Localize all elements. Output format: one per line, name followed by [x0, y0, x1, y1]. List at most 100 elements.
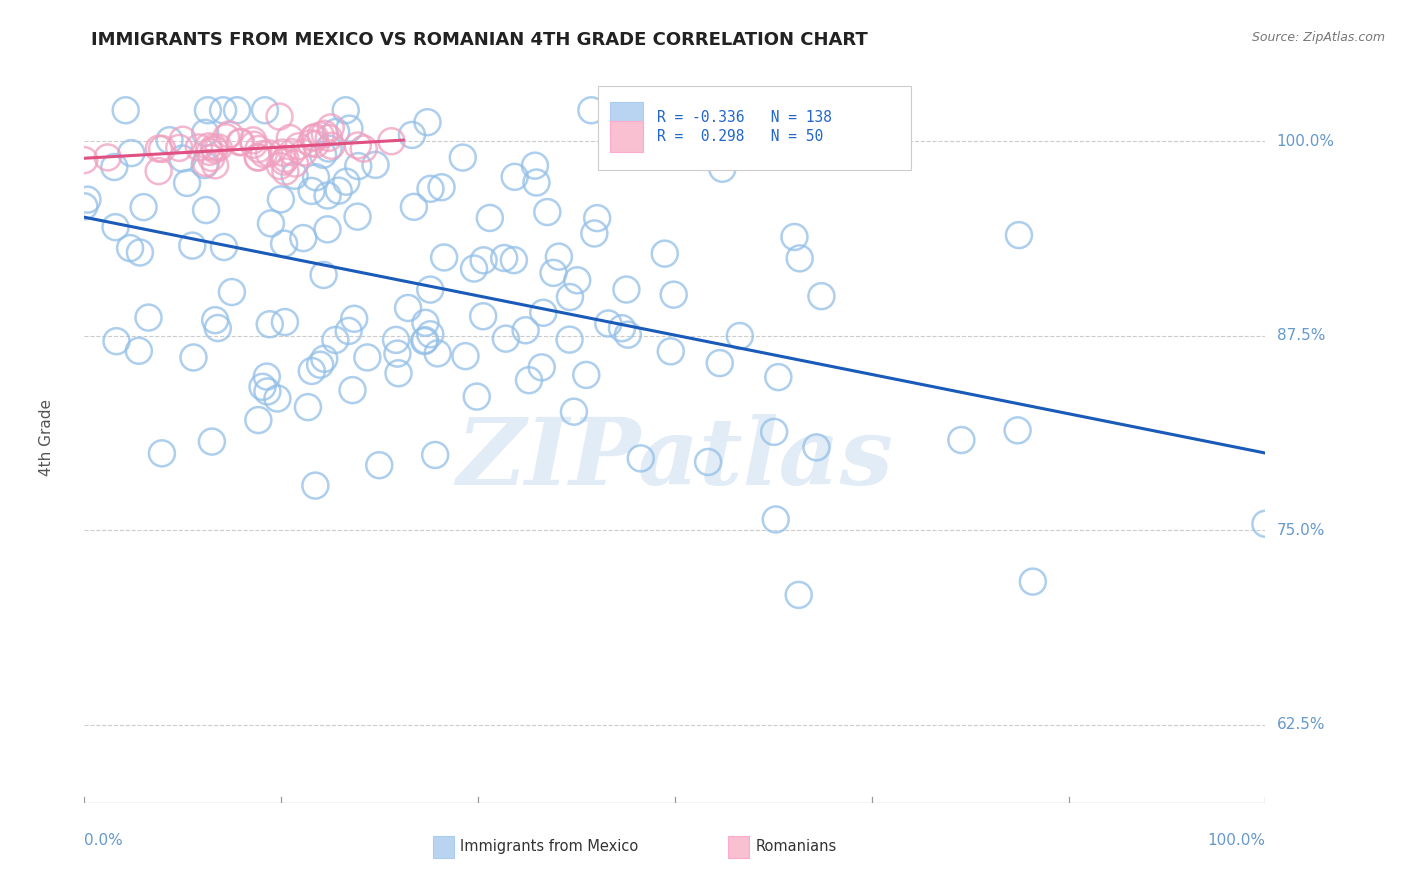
Point: [401, 128, 423, 142]
Point: [181, 238, 204, 252]
Point: [208, 140, 231, 154]
Point: [312, 148, 335, 162]
Point: [176, 176, 198, 190]
Point: [256, 369, 278, 384]
Point: [260, 216, 283, 230]
Point: [120, 241, 142, 255]
FancyBboxPatch shape: [433, 836, 454, 858]
Text: Romanians: Romanians: [755, 839, 837, 855]
Point: [783, 230, 806, 244]
Point: [278, 131, 301, 145]
Point: [97, 150, 120, 164]
Point: [172, 152, 194, 166]
Point: [129, 245, 152, 260]
Point: [343, 311, 366, 326]
Point: [316, 188, 339, 202]
Point: [274, 152, 297, 166]
Point: [472, 310, 495, 324]
Point: [502, 253, 524, 268]
Point: [292, 231, 315, 245]
Point: [183, 351, 205, 365]
Text: 4th Grade: 4th Grade: [39, 399, 53, 475]
Point: [212, 240, 235, 254]
Point: [494, 251, 516, 265]
Text: IMMIGRANTS FROM MEXICO VS ROMANIAN 4TH GRADE CORRELATION CHART: IMMIGRANTS FROM MEXICO VS ROMANIAN 4TH G…: [91, 31, 868, 49]
Point: [472, 253, 495, 268]
Point: [659, 344, 682, 359]
Point: [105, 334, 128, 348]
Point: [150, 142, 173, 156]
Point: [292, 145, 315, 160]
Point: [204, 313, 226, 327]
Point: [284, 169, 307, 183]
Point: [356, 351, 378, 365]
Point: [950, 433, 973, 447]
Point: [269, 159, 291, 173]
Point: [274, 164, 297, 178]
Point: [789, 252, 811, 266]
Point: [312, 268, 335, 282]
Point: [368, 458, 391, 473]
Text: 75.0%: 75.0%: [1277, 523, 1324, 538]
Point: [253, 103, 276, 118]
Point: [318, 142, 340, 156]
Point: [567, 273, 589, 287]
Point: [273, 154, 295, 169]
Point: [167, 141, 190, 155]
Point: [302, 131, 325, 145]
Point: [765, 512, 787, 526]
Point: [419, 327, 441, 342]
Point: [316, 222, 339, 236]
Point: [247, 151, 270, 165]
Point: [610, 321, 633, 335]
Point: [503, 169, 526, 184]
FancyBboxPatch shape: [728, 836, 749, 858]
Point: [558, 290, 581, 304]
Point: [662, 287, 685, 301]
Text: 100.0%: 100.0%: [1277, 134, 1334, 149]
Point: [526, 176, 548, 190]
Point: [247, 142, 270, 156]
Point: [586, 211, 609, 226]
Point: [305, 137, 328, 152]
Point: [187, 140, 209, 154]
Point: [787, 588, 810, 602]
Point: [273, 236, 295, 251]
Point: [806, 440, 828, 454]
Point: [380, 134, 402, 148]
Point: [281, 145, 304, 160]
Text: R = -0.336   N = 138: R = -0.336 N = 138: [657, 110, 832, 125]
Point: [256, 384, 278, 399]
Point: [287, 139, 309, 153]
Point: [423, 448, 446, 462]
Point: [335, 103, 357, 118]
Point: [419, 283, 441, 297]
Point: [387, 346, 409, 360]
Text: 87.5%: 87.5%: [1277, 328, 1324, 343]
Point: [221, 285, 243, 299]
Point: [242, 133, 264, 147]
Point: [150, 446, 173, 460]
Point: [630, 451, 652, 466]
Point: [132, 200, 155, 214]
Point: [433, 251, 456, 265]
Point: [252, 380, 274, 394]
Point: [617, 327, 640, 342]
Point: [353, 142, 375, 156]
Point: [415, 316, 437, 330]
Point: [301, 364, 323, 378]
Point: [1008, 228, 1031, 243]
Text: 100.0%: 100.0%: [1208, 833, 1265, 848]
Point: [515, 323, 537, 337]
Point: [297, 400, 319, 414]
Point: [531, 306, 554, 320]
Point: [325, 125, 347, 139]
Point: [346, 210, 368, 224]
Point: [120, 146, 142, 161]
Point: [198, 145, 221, 159]
Point: [309, 128, 332, 143]
Point: [581, 103, 603, 118]
Point: [517, 373, 540, 387]
Point: [266, 392, 288, 406]
Point: [709, 356, 731, 370]
